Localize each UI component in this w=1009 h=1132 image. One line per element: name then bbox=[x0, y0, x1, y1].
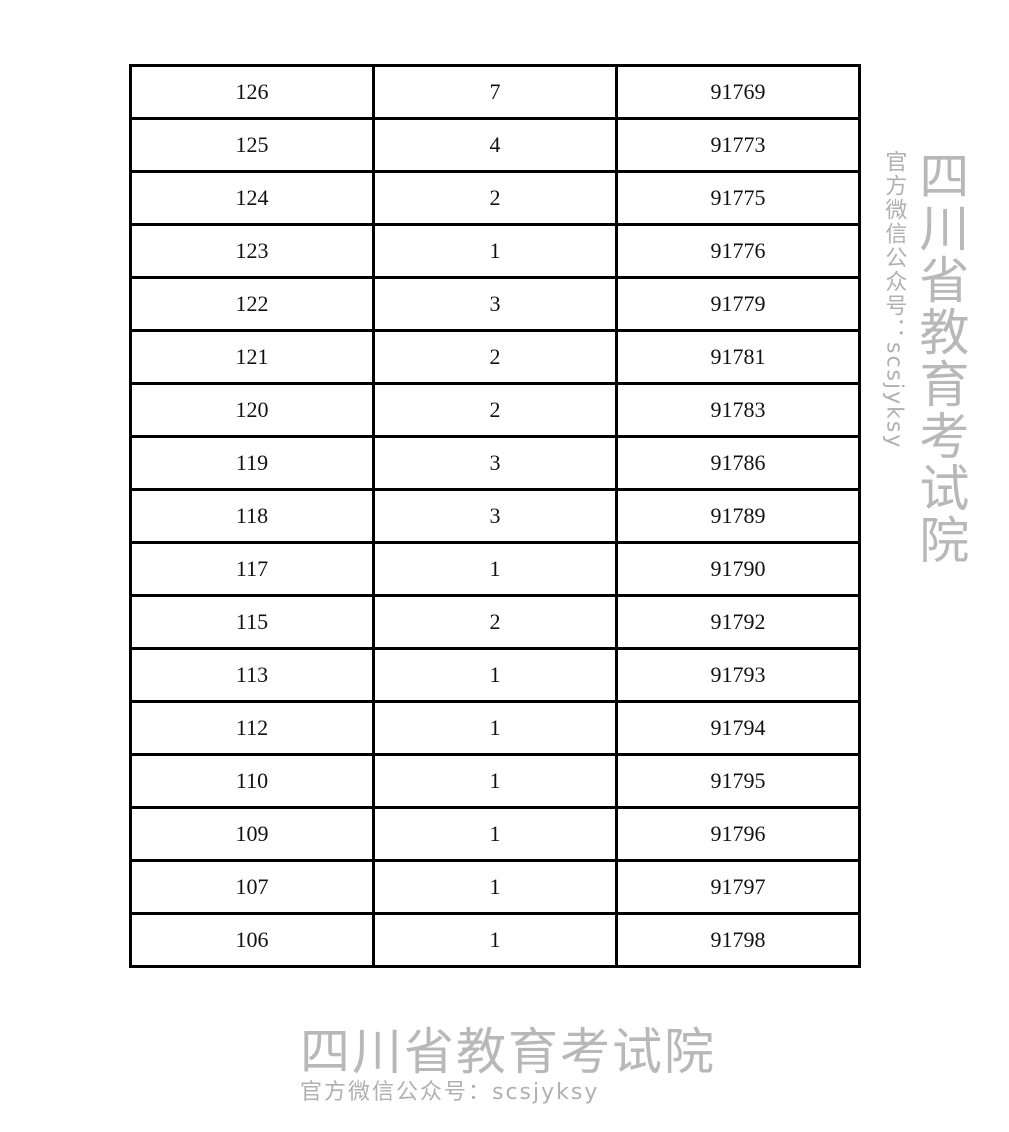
score-table: 126 7 91769 125 4 91773 124 2 91775 123 1 91776 122 3… bbox=[129, 64, 861, 968]
table-body: 126 7 91769 125 4 91773 124 2 91775 123 1 91776 122 3… bbox=[129, 64, 861, 968]
table-row: 113 1 91793 bbox=[129, 647, 861, 703]
cumulative-cell: 91779 bbox=[615, 276, 861, 332]
table-row: 112 1 91794 bbox=[129, 700, 861, 756]
cumulative-cell: 91793 bbox=[615, 647, 861, 703]
watermark-subtitle: 官方微信公众号：scsjyksy bbox=[881, 150, 907, 450]
cumulative-cell: 91786 bbox=[615, 435, 861, 491]
count-cell: 1 bbox=[372, 912, 618, 968]
cumulative-cell: 91769 bbox=[615, 64, 861, 120]
count-cell: 1 bbox=[372, 223, 618, 279]
count-cell: 7 bbox=[372, 64, 618, 120]
watermark: 四川省教育考试院 官方微信公众号：scsjyksy bbox=[300, 1025, 716, 1106]
table-row: 120 2 91783 bbox=[129, 382, 861, 438]
score-cell: 112 bbox=[129, 700, 375, 756]
count-cell: 4 bbox=[372, 117, 618, 173]
count-cell: 1 bbox=[372, 541, 618, 597]
watermark-subtitle: 官方微信公众号：scsjyksy bbox=[300, 1080, 600, 1105]
score-cell: 125 bbox=[129, 117, 375, 173]
count-cell: 1 bbox=[372, 859, 618, 915]
cumulative-cell: 91797 bbox=[615, 859, 861, 915]
score-cell: 117 bbox=[129, 541, 375, 597]
watermark: 四川省教育考试院 官方微信公众号：scsjyksy bbox=[880, 150, 970, 566]
table-row: 126 7 91769 bbox=[129, 64, 861, 120]
table-row: 122 3 91779 bbox=[129, 276, 861, 332]
table-row: 125 4 91773 bbox=[129, 117, 861, 173]
table-row: 123 1 91776 bbox=[129, 223, 861, 279]
cumulative-cell: 91776 bbox=[615, 223, 861, 279]
score-cell: 123 bbox=[129, 223, 375, 279]
score-cell: 122 bbox=[129, 276, 375, 332]
table-row: 115 2 91792 bbox=[129, 594, 861, 650]
score-cell: 109 bbox=[129, 806, 375, 862]
cumulative-cell: 91795 bbox=[615, 753, 861, 809]
count-cell: 1 bbox=[372, 753, 618, 809]
cumulative-cell: 91775 bbox=[615, 170, 861, 226]
table-row: 107 1 91797 bbox=[129, 859, 861, 915]
count-cell: 2 bbox=[372, 170, 618, 226]
cumulative-cell: 91796 bbox=[615, 806, 861, 862]
cumulative-cell: 91798 bbox=[615, 912, 861, 968]
table-row: 124 2 91775 bbox=[129, 170, 861, 226]
table-row: 119 3 91786 bbox=[129, 435, 861, 491]
score-cell: 121 bbox=[129, 329, 375, 385]
cumulative-cell: 91783 bbox=[615, 382, 861, 438]
score-cell: 126 bbox=[129, 64, 375, 120]
cumulative-cell: 91773 bbox=[615, 117, 861, 173]
score-cell: 110 bbox=[129, 753, 375, 809]
score-cell: 124 bbox=[129, 170, 375, 226]
count-cell: 1 bbox=[372, 647, 618, 703]
table-row: 106 1 91798 bbox=[129, 912, 861, 968]
count-cell: 3 bbox=[372, 435, 618, 491]
table-row: 109 1 91796 bbox=[129, 806, 861, 862]
table-row: 110 1 91795 bbox=[129, 753, 861, 809]
table-row: 121 2 91781 bbox=[129, 329, 861, 385]
count-cell: 2 bbox=[372, 594, 618, 650]
cumulative-cell: 91789 bbox=[615, 488, 861, 544]
score-cell: 115 bbox=[129, 594, 375, 650]
cumulative-cell: 91794 bbox=[615, 700, 861, 756]
count-cell: 1 bbox=[372, 806, 618, 862]
score-cell: 106 bbox=[129, 912, 375, 968]
score-cell: 107 bbox=[129, 859, 375, 915]
count-cell: 3 bbox=[372, 276, 618, 332]
score-cell: 120 bbox=[129, 382, 375, 438]
table-row: 117 1 91790 bbox=[129, 541, 861, 597]
count-cell: 3 bbox=[372, 488, 618, 544]
score-cell: 113 bbox=[129, 647, 375, 703]
count-cell: 2 bbox=[372, 329, 618, 385]
table-row: 118 3 91789 bbox=[129, 488, 861, 544]
watermark-title: 四川省教育考试院 bbox=[911, 150, 970, 566]
score-cell: 119 bbox=[129, 435, 375, 491]
cumulative-cell: 91781 bbox=[615, 329, 861, 385]
count-cell: 2 bbox=[372, 382, 618, 438]
cumulative-cell: 91790 bbox=[615, 541, 861, 597]
count-cell: 1 bbox=[372, 700, 618, 756]
score-cell: 118 bbox=[129, 488, 375, 544]
watermark-title: 四川省教育考试院 bbox=[300, 1023, 716, 1081]
cumulative-cell: 91792 bbox=[615, 594, 861, 650]
